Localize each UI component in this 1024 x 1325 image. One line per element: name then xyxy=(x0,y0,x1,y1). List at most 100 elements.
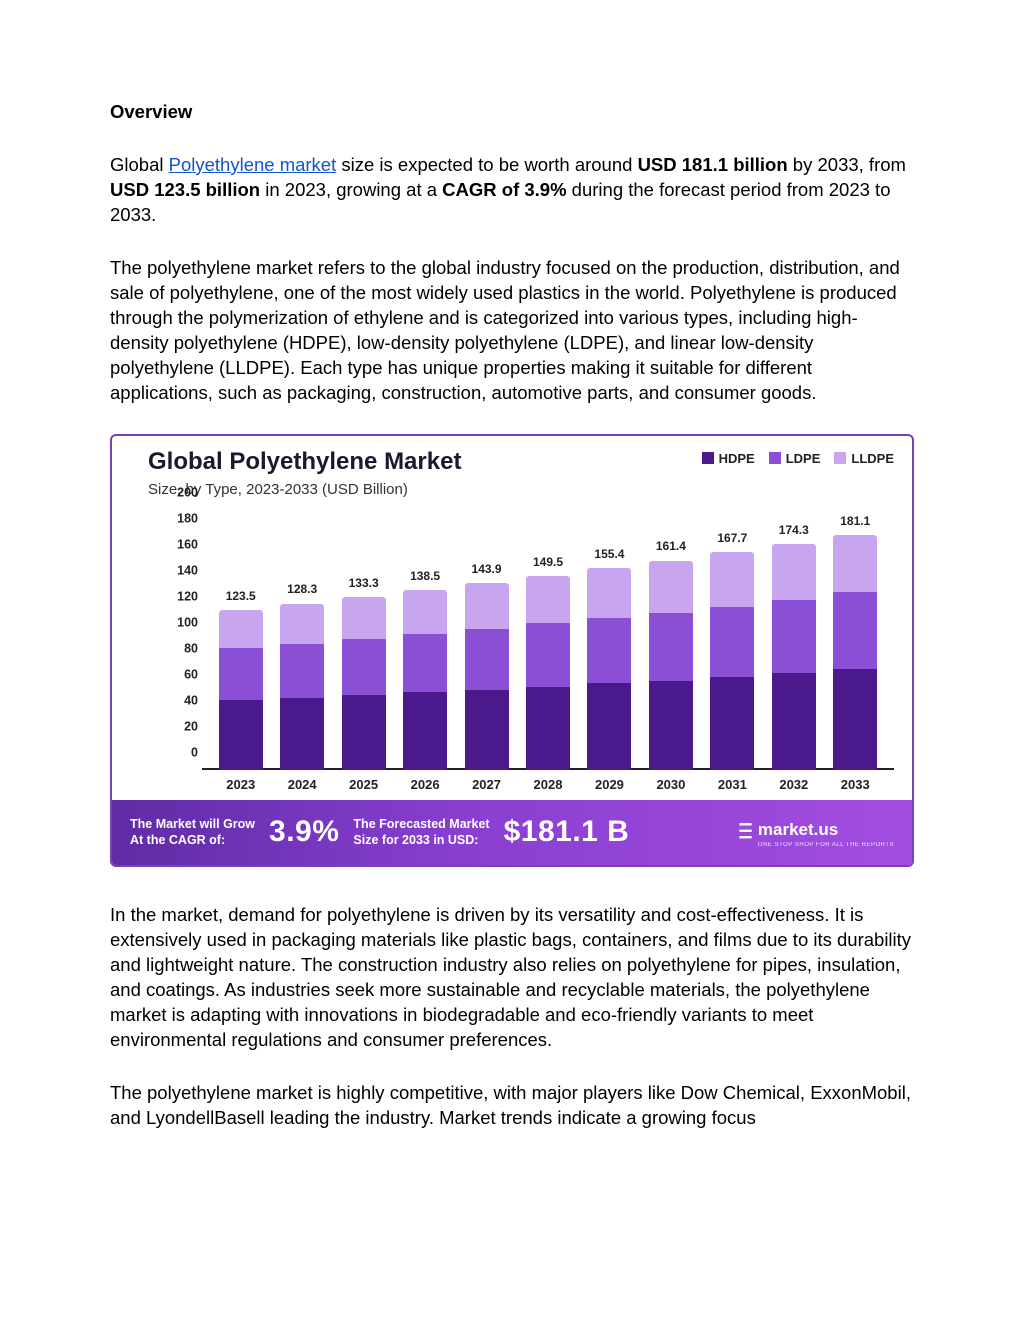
brand-tagline: ONE STOP SHOP FOR ALL THE REPORTS xyxy=(758,842,894,848)
segment-ldpe xyxy=(403,634,447,693)
bar-column: 155.4 xyxy=(579,568,640,770)
chart-legend: HDPE LDPE LLDPE xyxy=(702,450,894,468)
footer-cagr-label: The Market will Grow At the CAGR of: xyxy=(130,817,255,848)
segment-lldpe xyxy=(587,568,631,618)
segment-lldpe xyxy=(710,552,754,606)
bar-total-label: 174.3 xyxy=(779,522,809,541)
value-2033: USD 181.1 billion xyxy=(638,154,788,175)
y-tick: 140 xyxy=(177,563,198,580)
x-tick: 2026 xyxy=(394,776,455,800)
text: Size for 2033 in USD: xyxy=(353,833,489,849)
x-tick: 2023 xyxy=(210,776,271,800)
bar-total-label: 133.3 xyxy=(349,575,379,594)
bar-column: 149.5 xyxy=(517,576,578,770)
x-tick: 2031 xyxy=(702,776,763,800)
bar-stack xyxy=(710,552,754,770)
y-tick: 40 xyxy=(184,693,198,710)
x-tick: 2029 xyxy=(579,776,640,800)
segment-lldpe xyxy=(342,597,386,639)
bar-stack xyxy=(280,604,324,771)
legend-ldpe: LDPE xyxy=(769,450,821,468)
x-tick: 2028 xyxy=(517,776,578,800)
segment-ldpe xyxy=(710,607,754,677)
bar-total-label: 143.9 xyxy=(472,561,502,580)
chart-header: Global Polyethylene Market Size, by Type… xyxy=(130,436,894,505)
bar-stack xyxy=(772,544,816,771)
x-tick: 2027 xyxy=(456,776,517,800)
bars-container: 123.5128.3133.3138.5143.9149.5155.4161.4… xyxy=(202,510,894,770)
legend-lldpe: LLDPE xyxy=(834,450,894,468)
footer-forecast-value: $181.1 B xyxy=(504,812,630,853)
x-tick: 2030 xyxy=(640,776,701,800)
segment-lldpe xyxy=(465,583,509,628)
bar-column: 133.3 xyxy=(333,597,394,770)
y-tick: 20 xyxy=(184,719,198,736)
swatch-ldpe xyxy=(769,452,781,464)
segment-ldpe xyxy=(587,618,631,683)
bar-total-label: 123.5 xyxy=(226,588,256,607)
text: size is expected to be worth around xyxy=(336,154,637,175)
section-heading: Overview xyxy=(110,100,914,125)
legend-hdpe: HDPE xyxy=(702,450,755,468)
text: by 2033, from xyxy=(788,154,906,175)
legend-label: LDPE xyxy=(786,450,821,468)
segment-hdpe xyxy=(342,695,386,770)
segment-hdpe xyxy=(526,687,570,770)
segment-ldpe xyxy=(526,623,570,687)
segment-lldpe xyxy=(649,561,693,614)
paragraph-2: The polyethylene market refers to the gl… xyxy=(110,256,914,406)
polyethylene-market-link[interactable]: Polyethylene market xyxy=(169,154,337,175)
y-tick: 120 xyxy=(177,589,198,606)
bar-column: 181.1 xyxy=(825,535,886,770)
segment-lldpe xyxy=(219,610,263,648)
segment-ldpe xyxy=(342,639,386,695)
segment-ldpe xyxy=(465,629,509,690)
y-tick: 60 xyxy=(184,667,198,684)
bar-stack xyxy=(219,610,263,771)
bar-stack xyxy=(403,590,447,770)
bar-stack xyxy=(833,535,877,770)
segment-hdpe xyxy=(587,683,631,770)
x-axis: 2023202420252026202720282029203020312032… xyxy=(202,770,894,800)
chart-subtitle: Size, by Type, 2023-2033 (USD Billion) xyxy=(148,480,878,500)
segment-hdpe xyxy=(772,673,816,771)
footer-forecast-label: The Forecasted Market Size for 2033 in U… xyxy=(353,817,489,848)
bar-stack xyxy=(649,561,693,771)
y-axis: 020406080100120140160180200 xyxy=(166,510,202,770)
segment-ldpe xyxy=(219,648,263,700)
segment-hdpe xyxy=(649,681,693,771)
segment-hdpe xyxy=(833,669,877,770)
text: The Market will Grow xyxy=(130,817,255,833)
segment-ldpe xyxy=(772,600,816,673)
chart-footer-band: The Market will Grow At the CAGR of: 3.9… xyxy=(112,800,912,865)
x-tick: 2024 xyxy=(271,776,332,800)
bar-total-label: 149.5 xyxy=(533,554,563,573)
swatch-lldpe xyxy=(834,452,846,464)
y-tick: 80 xyxy=(184,641,198,658)
x-tick: 2033 xyxy=(825,776,886,800)
bar-total-label: 167.7 xyxy=(717,530,747,549)
bar-total-label: 161.4 xyxy=(656,538,686,557)
bar-total-label: 155.4 xyxy=(594,546,624,565)
segment-ldpe xyxy=(833,592,877,669)
brand: Ⲷ market.us ONE STOP SHOP FOR ALL THE RE… xyxy=(739,817,894,848)
market-chart: Global Polyethylene Market Size, by Type… xyxy=(110,434,914,867)
bar-stack xyxy=(342,597,386,770)
paragraph-3: In the market, demand for polyethylene i… xyxy=(110,903,914,1053)
y-tick: 200 xyxy=(177,485,198,502)
bar-column: 128.3 xyxy=(271,604,332,771)
bar-column: 167.7 xyxy=(702,552,763,770)
bar-column: 161.4 xyxy=(640,561,701,771)
segment-ldpe xyxy=(649,613,693,681)
brand-logo-icon: Ⲷ xyxy=(739,819,752,846)
segment-lldpe xyxy=(526,576,570,623)
bar-stack xyxy=(587,568,631,770)
bar-column: 143.9 xyxy=(456,583,517,770)
bar-column: 123.5 xyxy=(210,610,271,771)
legend-label: HDPE xyxy=(719,450,755,468)
paragraph-4: The polyethylene market is highly compet… xyxy=(110,1081,914,1131)
legend-label: LLDPE xyxy=(851,450,894,468)
x-tick: 2032 xyxy=(763,776,824,800)
chart-plot: 020406080100120140160180200 123.5128.313… xyxy=(166,510,894,800)
y-tick: 180 xyxy=(177,511,198,528)
